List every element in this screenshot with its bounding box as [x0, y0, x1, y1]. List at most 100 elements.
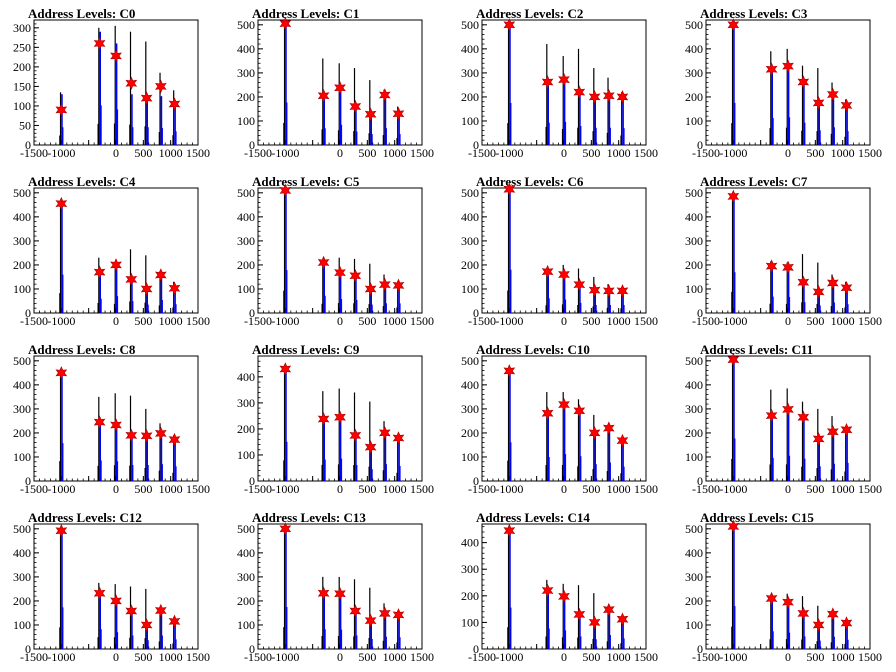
peak-marker	[154, 268, 167, 282]
peak-marker	[364, 107, 377, 121]
x-tick-label: 1500	[634, 650, 658, 664]
peak-marker	[317, 255, 330, 270]
x-tick-label: -1000	[719, 482, 747, 496]
chart-panel-11: Address Levels: C11 0 100 200 300 400 500 -1500…	[685, 342, 882, 496]
y-tick-label: 0	[473, 474, 479, 488]
y-tick-label: 0	[25, 642, 31, 656]
x-tick-label: 1000	[831, 146, 855, 160]
y-tick-label: 200	[237, 422, 255, 436]
x-tick-label: 1500	[858, 314, 882, 328]
chart-panel-10: Address Levels: C10 0 100 200 300 400 500 -1500…	[461, 342, 658, 496]
peak-marker	[55, 523, 68, 538]
peak-marker	[110, 258, 122, 272]
x-tick-label: 0	[561, 482, 567, 496]
chart-title: Address Levels: C7	[700, 174, 808, 189]
x-tick-label: 1500	[858, 650, 882, 664]
peak-marker	[765, 408, 778, 423]
y-tick-label: 100	[461, 282, 479, 296]
x-tick-label: 0	[337, 314, 343, 328]
y-tick-label: 500	[13, 186, 31, 200]
y-tick-label: 0	[249, 306, 255, 320]
x-tick-label: 1000	[607, 482, 631, 496]
x-tick-label: 0	[785, 650, 791, 664]
x-tick-label: -1500	[468, 314, 496, 328]
y-tick-label: 300	[237, 66, 255, 80]
peak-marker	[812, 618, 825, 632]
peak-marker	[168, 614, 181, 629]
peak-marker	[110, 49, 122, 63]
chart-panel-0: Address Levels: C0 0 50 100 150 200 250 300 -150…	[13, 6, 210, 160]
chart-title: Address Levels: C1	[252, 6, 359, 21]
y-tick-label: 300	[13, 234, 31, 248]
x-tick-label: 1500	[634, 146, 658, 160]
peak-marker	[378, 426, 391, 440]
peak-marker	[826, 607, 839, 621]
y-tick-label: 400	[685, 378, 703, 392]
x-tick-label: 1500	[410, 482, 434, 496]
peak-marker	[782, 59, 794, 73]
x-tick-label: -1000	[47, 650, 75, 664]
y-tick-label: 400	[237, 370, 255, 384]
peak-marker	[317, 412, 330, 426]
chart-title: Address Levels: C5	[252, 174, 360, 189]
y-tick-label: 200	[13, 426, 31, 440]
peak-marker	[782, 402, 794, 417]
peak-marker	[334, 410, 346, 424]
peak-marker	[782, 260, 794, 275]
peak-marker	[364, 613, 377, 628]
x-tick-label: 500	[358, 650, 376, 664]
peak-marker	[573, 404, 586, 418]
peak-marker	[168, 432, 181, 447]
peak-marker	[125, 76, 138, 91]
peak-marker	[154, 79, 167, 94]
x-tick-label: -1500	[468, 146, 496, 160]
peak-marker	[349, 428, 362, 443]
peak-marker	[616, 433, 629, 448]
y-tick-label: 100	[685, 114, 703, 128]
x-tick-label: 1500	[186, 482, 210, 496]
chart-title: Address Levels: C0	[28, 6, 135, 21]
y-tick-label: 100	[685, 282, 703, 296]
y-tick-label: 400	[237, 42, 255, 56]
peak-marker	[125, 428, 138, 443]
peak-marker	[573, 277, 586, 292]
peak-marker	[588, 90, 601, 104]
peak-marker	[349, 268, 362, 283]
y-tick-label: 100	[461, 450, 479, 464]
peak-marker	[588, 615, 601, 630]
x-tick-label: 0	[113, 314, 119, 328]
chart-title: Address Levels: C12	[28, 510, 142, 525]
x-tick-label: 1000	[607, 650, 631, 664]
peak-marker	[826, 424, 839, 439]
x-tick-label: -1000	[271, 482, 299, 496]
chart-panel-12: Address Levels: C12 0 100 200 300 400 500 -1500…	[13, 510, 210, 664]
y-tick-label: 0	[697, 474, 703, 488]
y-tick-label: 0	[249, 642, 255, 656]
y-tick-label: 300	[461, 402, 479, 416]
y-tick-label: 300	[237, 234, 255, 248]
y-tick-label: 0	[473, 642, 479, 656]
x-tick-label: 1500	[410, 314, 434, 328]
x-tick-label: 0	[337, 146, 343, 160]
peak-marker	[558, 589, 570, 604]
peak-marker	[378, 88, 391, 102]
peak-marker	[558, 397, 570, 412]
x-tick-label: 500	[582, 650, 600, 664]
peak-marker	[334, 265, 346, 280]
y-tick-label: 500	[685, 522, 703, 536]
peak-marker	[93, 36, 106, 51]
peak-marker	[782, 595, 794, 609]
y-tick-label: 300	[237, 570, 255, 584]
peak-marker	[168, 97, 181, 111]
peak-marker	[573, 85, 586, 99]
y-tick-label: 300	[13, 21, 31, 35]
peak-marker	[602, 421, 615, 435]
x-tick-label: 500	[134, 314, 152, 328]
y-tick-label: 400	[13, 378, 31, 392]
y-tick-label: 100	[237, 448, 255, 462]
chart-panel-13: Address Levels: C13 0 100 200 300 400 500 -1500…	[237, 510, 434, 664]
x-tick-label: 1000	[383, 146, 407, 160]
y-tick-label: 0	[697, 138, 703, 152]
peak-marker	[110, 418, 122, 432]
y-tick-label: 400	[685, 42, 703, 56]
